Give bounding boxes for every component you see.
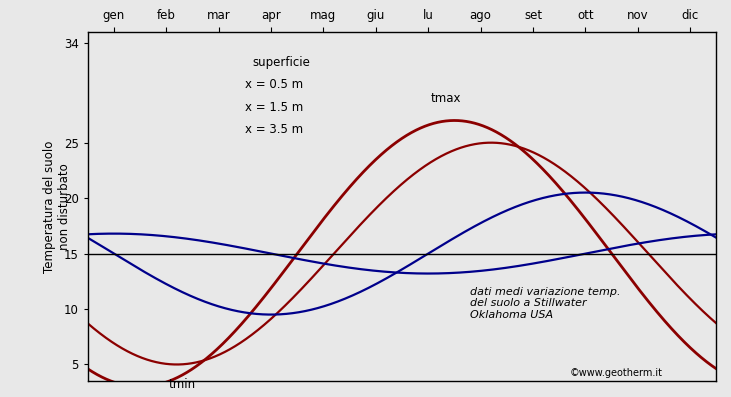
Text: x = 3.5 m: x = 3.5 m: [245, 123, 303, 136]
Text: tmax: tmax: [431, 92, 461, 105]
Text: tmin: tmin: [169, 378, 196, 391]
Text: dati medi variazione temp.
del suolo a Stillwater
Oklahoma USA: dati medi variazione temp. del suolo a S…: [470, 287, 621, 320]
Y-axis label: Temperatura del suolo
non disturbato: Temperatura del suolo non disturbato: [43, 140, 71, 273]
Text: x = 0.5 m: x = 0.5 m: [245, 79, 303, 91]
Text: x = 1.5 m: x = 1.5 m: [245, 101, 303, 114]
Text: ©www.geotherm.it: ©www.geotherm.it: [569, 368, 663, 378]
Text: superficie: superficie: [253, 56, 311, 69]
